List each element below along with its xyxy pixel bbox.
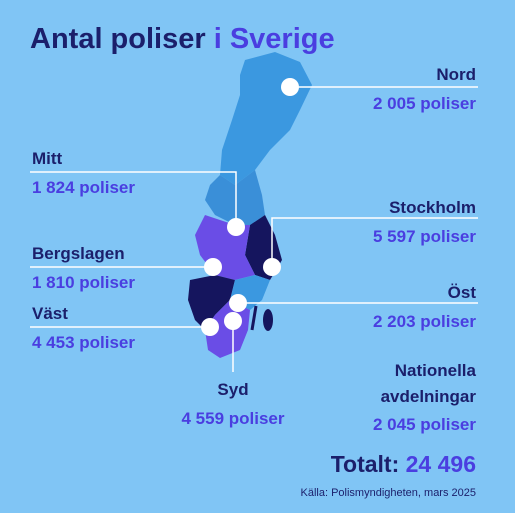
national-name: Nationella xyxy=(395,361,477,380)
region-count: 2 005 poliser xyxy=(373,94,476,113)
region-name: Stockholm xyxy=(389,198,476,217)
title: Antal poliser i Sverige xyxy=(30,23,335,55)
dots xyxy=(201,78,299,336)
region-name: Syd xyxy=(217,380,248,399)
dot xyxy=(224,312,242,330)
total: Totalt: 24 496 xyxy=(331,451,476,477)
dot xyxy=(263,258,281,276)
region-vast xyxy=(188,275,235,330)
region-count: 5 597 poliser xyxy=(373,227,476,246)
source: Källa: Polismyndigheten, mars 2025 xyxy=(301,487,476,499)
dot xyxy=(227,218,245,236)
national-name: avdelningar xyxy=(381,387,477,406)
gotland xyxy=(263,309,273,331)
region-name: Nord xyxy=(436,65,476,84)
region-name: Väst xyxy=(32,304,68,323)
region-name: Öst xyxy=(448,283,477,302)
title-highlight: i Sverige xyxy=(214,23,335,55)
map xyxy=(188,52,312,358)
dot xyxy=(281,78,299,96)
region-name: Bergslagen xyxy=(32,244,125,263)
region-count: 1 810 poliser xyxy=(32,273,135,292)
national-count: 2 045 poliser xyxy=(373,415,476,434)
dot xyxy=(229,294,247,312)
oland xyxy=(250,305,258,331)
region-count: 4 559 poliser xyxy=(181,409,284,428)
region-mitt xyxy=(205,170,265,225)
dot xyxy=(201,318,219,336)
labels: Nord 2 005 poliser Mitt 1 824 poliser Stockh… xyxy=(32,65,476,428)
title-main: Antal poliser xyxy=(30,23,206,55)
total-value: 24 496 xyxy=(406,451,476,477)
leader-line xyxy=(30,171,237,227)
region-count: 4 453 poliser xyxy=(32,333,135,352)
total-label: Totalt: xyxy=(331,451,400,477)
dot xyxy=(204,258,222,276)
region-name: Mitt xyxy=(32,149,63,168)
region-count: 2 203 poliser xyxy=(373,312,476,331)
leader-line xyxy=(271,217,478,267)
region-count: 1 824 poliser xyxy=(32,178,135,197)
